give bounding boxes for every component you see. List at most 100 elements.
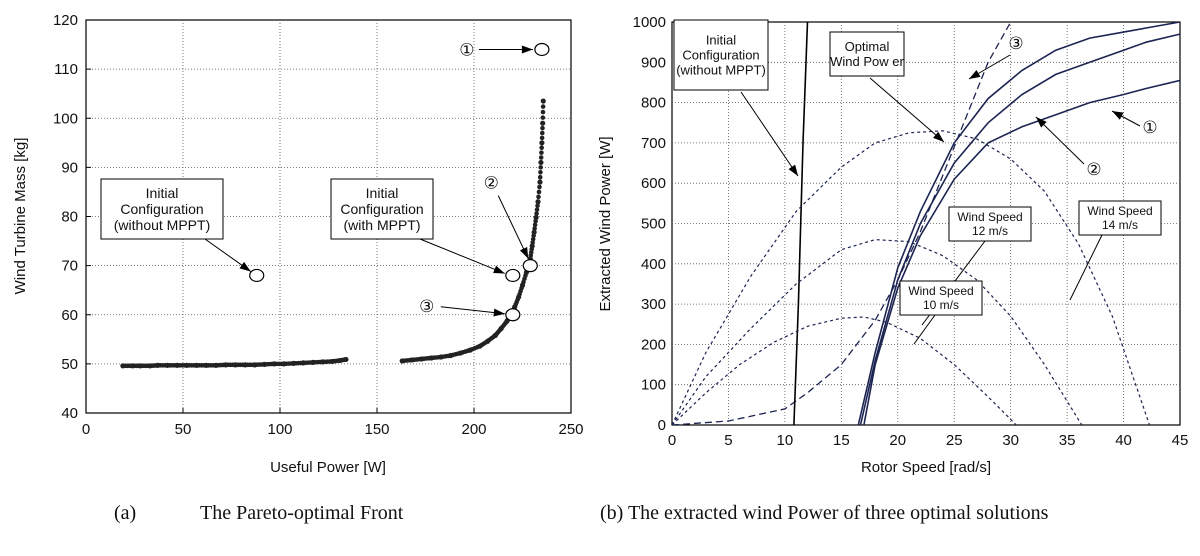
pareto-point	[538, 169, 543, 175]
pareto-point	[535, 199, 541, 205]
pareto-point	[539, 150, 544, 155]
caption-b-text: (b) The extracted wind Power of three op…	[600, 502, 1049, 524]
label-initial-configuration-box	[673, 19, 769, 91]
marker-3: ③	[419, 297, 434, 316]
axes-b: 0 5 10 15 20 25 30 35 40 45 0 100 200 300 400 500 600 700…	[633, 14, 1189, 449]
label-optimal-wind-power-line: Optimal	[845, 39, 890, 54]
label-wind-speed-12-line: Wind Speed	[957, 210, 1022, 224]
label-wind-speed-12-box	[948, 206, 1032, 242]
highlight-point	[522, 259, 538, 273]
y-tick-label: 50	[61, 356, 78, 373]
label-initial-arrow-line	[740, 91, 799, 177]
y-tick-label: 110	[54, 61, 78, 78]
curve-marker-2-arrow-line	[1035, 116, 1085, 165]
y-tick-label: 100	[53, 110, 78, 127]
label-initial-configuration-line: (without MPPT)	[676, 63, 766, 78]
curve-marker-3: ③	[1008, 34, 1023, 53]
pareto-point	[538, 159, 544, 166]
pareto-point	[537, 179, 543, 185]
highlight-point	[249, 268, 265, 283]
y-tick-label: 70	[61, 258, 78, 275]
y-tick-label: 0	[658, 417, 666, 434]
label-optimal-wind-power-line: Wind Pow er	[830, 54, 904, 69]
curves-b	[672, 22, 1180, 425]
curve-marker-3-arrow-head	[969, 69, 981, 79]
pareto-point	[537, 184, 542, 190]
pareto-point	[540, 125, 545, 131]
pareto-point	[538, 165, 543, 170]
marker-2: ②	[484, 174, 499, 193]
label-wind-speed-14-leader	[1069, 234, 1103, 301]
curve--	[863, 79, 1180, 425]
label-optimal-arrow-line	[869, 77, 945, 143]
pareto-point	[540, 109, 546, 115]
marker-1-arrow-head	[521, 45, 533, 54]
label-wind-speed-10-line: 10 m/s	[923, 298, 959, 312]
pareto-chart: 0 50 100 150 200 250 40 50 60 70 80 90 100 110 120 ① ② ③…	[12, 12, 584, 476]
pareto-point	[539, 130, 545, 136]
y-axis-label-a: Wind Turbine Mass [kg]	[12, 138, 29, 295]
x-tick-label: 100	[267, 421, 292, 438]
y-tick-label: 90	[61, 159, 78, 176]
curve--	[857, 22, 1180, 425]
label-wind-speed-10-box	[899, 280, 983, 316]
curve-optimal-wind-power	[672, 22, 1012, 425]
curve-marker-2-arrow-head	[1036, 117, 1047, 128]
x-tick-label: 200	[461, 421, 486, 438]
pareto-point	[538, 155, 544, 160]
y-tick-label: 400	[641, 256, 666, 273]
pareto-point	[343, 356, 349, 363]
y-tick-label: 800	[641, 95, 666, 112]
x-axis-label-b: Rotor Speed [rad/s]	[861, 459, 991, 476]
pareto-point	[534, 207, 540, 212]
curve-wind-speed-14-m-s	[672, 130, 1151, 425]
x-tick-label: 40	[1115, 432, 1132, 449]
pareto-point	[531, 229, 537, 235]
x-tick-label: 250	[558, 421, 583, 438]
pareto-point	[533, 218, 538, 224]
pareto-point	[532, 226, 537, 231]
curve-initial-configuration-without-mppt-	[793, 22, 809, 425]
x-tick-label: 5	[724, 432, 732, 449]
label-wind-speed-10-leader	[913, 314, 936, 345]
y-tick-label: 120	[53, 12, 78, 29]
label-initial-configuration-line: Initial	[706, 33, 736, 48]
axes-a: 0 50 100 150 200 250 40 50 60 70 80 90 100 110 120	[53, 12, 584, 438]
pareto-point	[539, 140, 545, 146]
label-initial-arrow-head	[788, 164, 798, 176]
x-tick-label: 35	[1059, 432, 1076, 449]
annotation-with-mppt-box	[330, 178, 434, 240]
pareto-point	[535, 203, 540, 208]
y-tick-label: 500	[641, 216, 666, 233]
y-tick-label: 200	[641, 336, 666, 353]
marker-3-arrow-head	[493, 308, 505, 317]
marker-1: ①	[459, 40, 474, 59]
y-tick-label: 300	[641, 296, 666, 313]
pareto-point	[540, 115, 546, 120]
pareto-point	[536, 189, 542, 195]
curve-wind-speed-12-m-s	[672, 238, 1083, 425]
pareto-point	[530, 236, 536, 242]
curve--	[859, 33, 1180, 425]
x-tick-label: 30	[1002, 432, 1019, 449]
caption-a-text: The Pareto-optimal Front	[200, 502, 404, 524]
annotation-without-mppt-line: Configuration	[120, 201, 203, 217]
label-initial-configuration-line: Configuration	[682, 48, 759, 63]
y-tick-label: 900	[641, 54, 666, 71]
pareto-point	[539, 135, 545, 141]
x-tick-label: 25	[946, 432, 963, 449]
y-tick-label: 60	[61, 307, 78, 324]
x-tick-label: 10	[777, 432, 794, 449]
curve-wind-speed-10-m-s	[672, 316, 1017, 425]
pareto-point	[540, 104, 546, 109]
x-tick-label: 45	[1172, 432, 1189, 449]
y-tick-label: 80	[61, 209, 78, 226]
wind-power-chart: 0 5 10 15 20 25 30 35 40 45 0 100 200 300 400 500 600 700…	[597, 14, 1188, 476]
x-tick-label: 15	[833, 432, 850, 449]
label-wind-speed-14-line: 14 m/s	[1102, 218, 1138, 232]
